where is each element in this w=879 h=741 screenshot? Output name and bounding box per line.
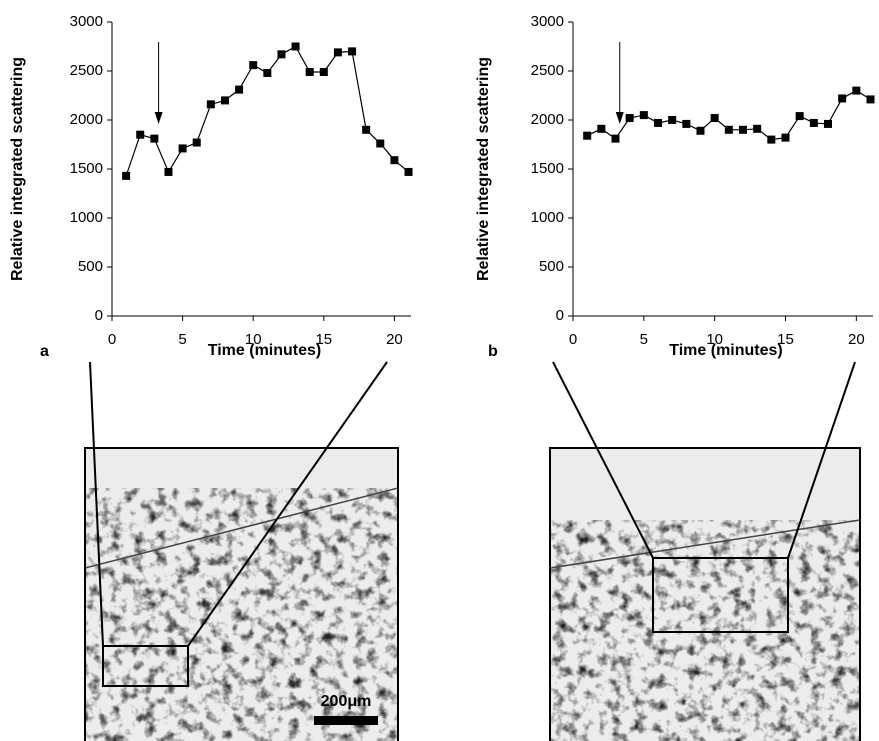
y-tick-label: 500 bbox=[78, 258, 103, 275]
marker bbox=[824, 119, 832, 128]
marker bbox=[277, 50, 286, 59]
marker bbox=[838, 94, 847, 103]
marker bbox=[206, 100, 215, 109]
y-tick-label: 1500 bbox=[531, 160, 564, 177]
image-frame bbox=[549, 447, 861, 741]
x-axis-label: Time (minutes) bbox=[208, 342, 322, 359]
marker bbox=[639, 111, 648, 120]
y-tick-label: 1500 bbox=[70, 160, 103, 177]
marker bbox=[583, 131, 592, 140]
marker bbox=[866, 95, 875, 104]
marker bbox=[178, 144, 187, 153]
y-tick-label: 3000 bbox=[70, 13, 103, 30]
y-tick-label: 2500 bbox=[531, 62, 564, 79]
marker bbox=[753, 124, 762, 133]
image-panel-a bbox=[85, 448, 398, 741]
marker bbox=[781, 133, 790, 142]
marker bbox=[597, 124, 606, 133]
marker bbox=[809, 118, 818, 127]
x-tick-label: 5 bbox=[178, 331, 186, 348]
marker bbox=[249, 61, 258, 70]
marker bbox=[164, 167, 173, 176]
marker bbox=[220, 96, 229, 105]
marker bbox=[739, 125, 747, 134]
x-tick-label: 0 bbox=[569, 331, 577, 348]
arrow-head bbox=[615, 112, 624, 124]
marker bbox=[404, 167, 413, 176]
x-tick-label: 5 bbox=[640, 331, 648, 348]
marker bbox=[852, 86, 861, 95]
marker bbox=[263, 68, 272, 77]
marker bbox=[710, 114, 719, 123]
x-tick-label: 20 bbox=[386, 331, 403, 348]
marker bbox=[333, 48, 342, 57]
x-axis-label: Time (minutes) bbox=[669, 342, 783, 359]
x-tick-label: 15 bbox=[315, 331, 332, 348]
x-tick-label: 20 bbox=[848, 331, 865, 348]
marker bbox=[625, 114, 634, 123]
marker bbox=[122, 171, 131, 180]
zoom-guides bbox=[89, 361, 856, 687]
y-tick-label: 500 bbox=[539, 258, 564, 275]
marker bbox=[696, 126, 705, 135]
marker bbox=[390, 156, 399, 165]
y-tick-label: 0 bbox=[95, 307, 103, 324]
marker bbox=[682, 119, 691, 128]
image-panel-b bbox=[550, 448, 860, 741]
y-tick-label: 0 bbox=[556, 307, 564, 324]
marker bbox=[192, 138, 201, 147]
y-tick-label: 1000 bbox=[70, 209, 103, 226]
y-tick-label: 2500 bbox=[70, 62, 103, 79]
marker bbox=[795, 112, 804, 121]
panel-label: a bbox=[40, 343, 49, 360]
x-tick-label: 0 bbox=[108, 331, 116, 348]
marker bbox=[305, 67, 314, 76]
marker bbox=[611, 134, 620, 143]
marker bbox=[150, 134, 159, 143]
x-tick-label: 10 bbox=[245, 331, 262, 348]
marker bbox=[724, 125, 733, 134]
y-tick-label: 1000 bbox=[531, 209, 564, 226]
x-tick-label: 15 bbox=[777, 331, 794, 348]
scale-bar-label: 200μm bbox=[321, 693, 372, 710]
image-frame bbox=[84, 447, 399, 741]
y-tick-label: 2000 bbox=[70, 111, 103, 128]
arrow-head bbox=[154, 112, 163, 124]
x-tick-label: 10 bbox=[706, 331, 723, 348]
y-tick-label: 3000 bbox=[531, 13, 564, 30]
marker bbox=[362, 125, 371, 134]
marker bbox=[319, 67, 328, 76]
marker bbox=[376, 139, 385, 148]
marker bbox=[348, 47, 357, 56]
marker bbox=[654, 118, 662, 127]
y-axis-label: Relative integrated scattering bbox=[9, 57, 26, 281]
marker bbox=[767, 135, 776, 144]
y-tick-label: 2000 bbox=[531, 111, 564, 128]
panel-label: b bbox=[488, 343, 498, 360]
marker bbox=[668, 116, 677, 124]
marker bbox=[235, 85, 244, 94]
scale-bar bbox=[314, 716, 378, 725]
line bbox=[125, 45, 409, 177]
marker bbox=[291, 42, 300, 51]
marker bbox=[136, 130, 145, 139]
y-axis-label: Relative integrated scattering bbox=[475, 57, 492, 281]
